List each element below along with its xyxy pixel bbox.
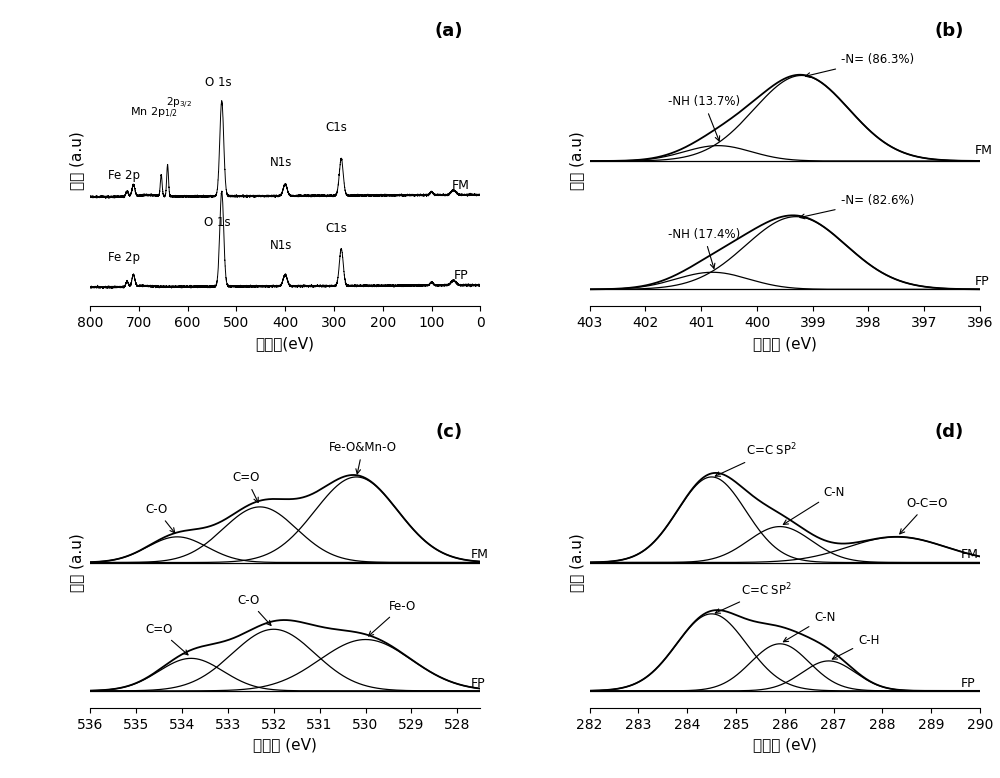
- Y-axis label: 强度 (a.u): 强度 (a.u): [69, 533, 84, 592]
- Text: N1s: N1s: [270, 156, 292, 169]
- Text: C=C SP$^2$: C=C SP$^2$: [715, 581, 792, 613]
- Text: -NH (13.7%): -NH (13.7%): [668, 96, 740, 141]
- Text: O-C=O: O-C=O: [900, 497, 948, 534]
- Text: C-N: C-N: [783, 611, 835, 642]
- Text: C-H: C-H: [832, 634, 879, 659]
- Text: C1s: C1s: [325, 223, 347, 235]
- Text: O 1s: O 1s: [205, 75, 232, 89]
- Text: C1s: C1s: [325, 121, 347, 134]
- Text: FP: FP: [960, 677, 975, 689]
- Y-axis label: 强度 (a.u): 强度 (a.u): [69, 131, 84, 191]
- Text: -N= (86.3%): -N= (86.3%): [805, 53, 914, 78]
- Text: Fe-O: Fe-O: [369, 600, 416, 636]
- Text: N1s: N1s: [270, 239, 292, 252]
- Text: FM: FM: [471, 548, 489, 561]
- X-axis label: 结合能 (eV): 结合能 (eV): [253, 738, 317, 752]
- Text: C-N: C-N: [783, 485, 845, 524]
- Text: Fe 2p: Fe 2p: [108, 169, 140, 181]
- Text: C=O: C=O: [232, 471, 260, 503]
- Text: C=C SP$^2$: C=C SP$^2$: [715, 442, 797, 476]
- X-axis label: 结合能 (eV): 结合能 (eV): [753, 336, 817, 351]
- Text: Fe-O&Mn-O: Fe-O&Mn-O: [329, 441, 397, 474]
- X-axis label: 结合能(eV): 结合能(eV): [256, 336, 315, 351]
- Text: C-O: C-O: [237, 594, 271, 626]
- Text: (c): (c): [436, 423, 463, 441]
- Text: -NH (17.4%): -NH (17.4%): [668, 228, 740, 268]
- Text: Fe 2p: Fe 2p: [108, 251, 140, 265]
- Text: (d): (d): [934, 423, 963, 441]
- Text: FP: FP: [454, 269, 468, 282]
- Text: -N= (82.6%): -N= (82.6%): [800, 194, 914, 219]
- Text: FM: FM: [452, 179, 470, 191]
- Text: C=O: C=O: [145, 622, 188, 655]
- Text: FM: FM: [960, 548, 978, 561]
- Text: (a): (a): [435, 22, 463, 40]
- Text: Mn 2p$_{1/2}$: Mn 2p$_{1/2}$: [130, 106, 178, 120]
- Y-axis label: 强度 (a.u): 强度 (a.u): [569, 533, 584, 592]
- X-axis label: 结合能 (eV): 结合能 (eV): [753, 738, 817, 752]
- Text: FM: FM: [974, 144, 992, 157]
- Text: C-O: C-O: [145, 503, 175, 533]
- Text: 2p$_{3/2}$: 2p$_{3/2}$: [166, 96, 192, 110]
- Text: FP: FP: [471, 677, 486, 689]
- Text: FP: FP: [974, 275, 989, 288]
- Y-axis label: 强度 (a.u): 强度 (a.u): [569, 131, 584, 191]
- Text: (b): (b): [934, 22, 963, 40]
- Text: O 1s: O 1s: [204, 216, 230, 230]
